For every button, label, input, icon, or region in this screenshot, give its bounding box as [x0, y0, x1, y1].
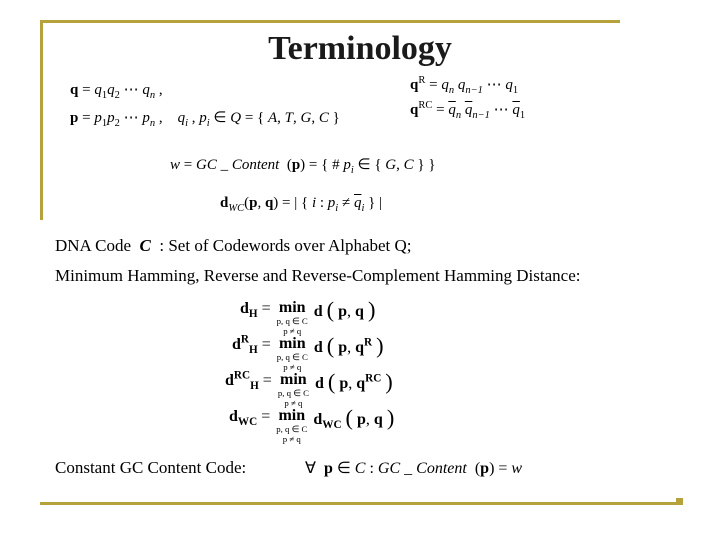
rule-corner-br	[676, 498, 683, 505]
line-dna-code: DNA Code C : Set of Codewords over Alpha…	[55, 236, 412, 256]
line-gc-const: Constant GC Content Code:	[55, 458, 246, 478]
dist-row-H: dH = min p, q ∈ C p ≠ q d ( p, q )	[240, 300, 375, 336]
line-min-hamming: Minimum Hamming, Reverse and Reverse-Com…	[55, 266, 580, 286]
eq-dWC-def: dWC(p, q) = | { i : pi ≠ qi } |	[220, 195, 382, 212]
rule-top	[40, 20, 620, 23]
min-label: min	[279, 299, 306, 316]
slide: Terminology q = q1q2 ⋯ qn , p = p1p2 ⋯ p…	[0, 0, 720, 540]
dist-row-RH: dRH = min p, q ∈ C p ≠ q d ( p, qR )	[232, 336, 384, 372]
dist-row-WC: dWC = min p, q ∈ C p ≠ q dWC ( p, q )	[229, 408, 394, 444]
eq-gc-const: ∀ p ∈ C : GC _ Content (p) = w	[305, 458, 522, 478]
eq-qR: qR = qn qn−1 ⋯ q1	[410, 75, 518, 94]
eq-q-def: q = q1q2 ⋯ qn ,	[70, 80, 163, 99]
rule-bottom	[40, 502, 680, 505]
min-under1: p, q ∈ C	[277, 317, 308, 326]
page-title: Terminology	[0, 30, 720, 68]
dist-row-RCH: dRCH = min p, q ∈ C p ≠ q d ( p, qRC )	[225, 372, 393, 408]
eq-qRC: qRC = qn qn−1 ⋯ q1	[410, 100, 525, 119]
eq-p-def: p = p1p2 ⋯ pn , qi , pi ∈ Q = { A, T, G,…	[70, 108, 340, 127]
eq-w-def: w = GC _ Content (p) = { # pi ∈ { G, C }…	[170, 155, 436, 174]
